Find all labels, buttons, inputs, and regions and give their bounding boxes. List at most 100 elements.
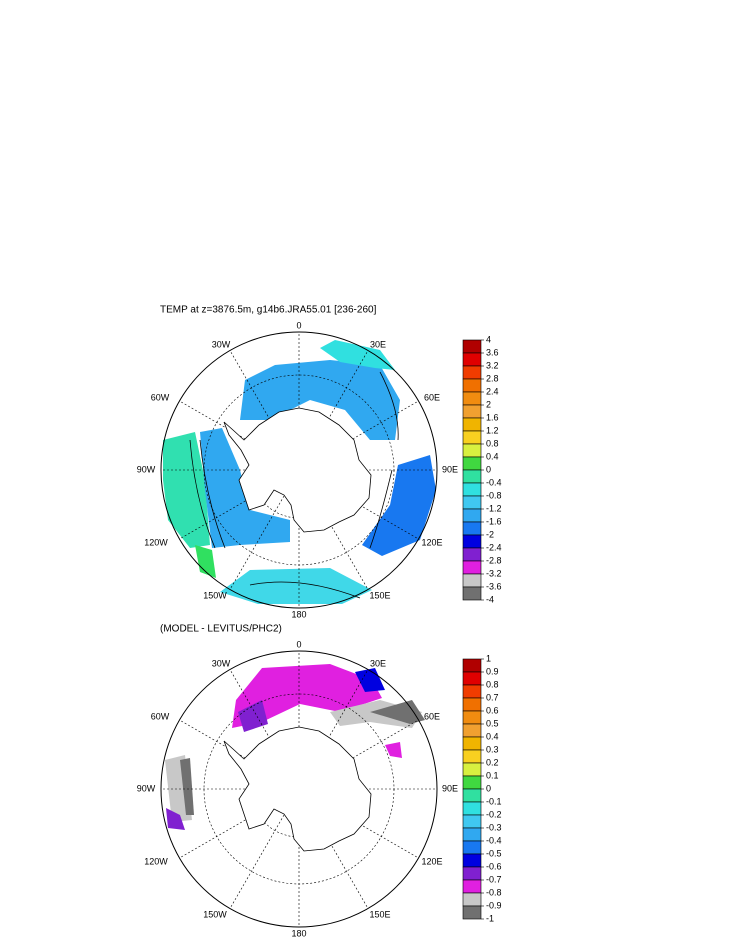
field [370, 700, 425, 724]
panel-title: (MODEL - LEVITUS/PHC2) [160, 624, 282, 635]
longitude-label: 120W [144, 856, 168, 866]
longitude-label: 150E [369, 590, 390, 600]
colorbar-label: -0.4 [486, 835, 502, 845]
colorbar-label: -2 [486, 529, 494, 539]
colorbar-box [462, 736, 482, 751]
colorbar-box [462, 658, 482, 673]
colorbar-box [462, 814, 482, 829]
colorbar-label: 3.6 [486, 347, 499, 357]
colorbar-label: -0.3 [486, 822, 502, 832]
colorbar-label: 0.7 [486, 692, 499, 702]
field [320, 340, 395, 370]
colorbar-label: 0.5 [486, 718, 499, 728]
colorbar-label: 0.6 [486, 705, 499, 715]
longitude-label: 90E [442, 464, 458, 474]
longitude-label: 90W [137, 783, 156, 793]
colorbar-box [462, 456, 482, 471]
colorbar-box [462, 495, 482, 510]
coastline [223, 726, 372, 852]
colorbar-box [462, 430, 482, 445]
map [160, 331, 438, 609]
field [220, 568, 372, 604]
field [240, 360, 400, 440]
longitude-label: 150W [203, 590, 227, 600]
longitude-label: 120E [421, 537, 442, 547]
colorbar-box [462, 391, 482, 406]
colorbar-box [462, 723, 482, 738]
colorbar-label: 0.4 [486, 731, 499, 741]
colorbar-box [462, 508, 482, 523]
panel: TEMP at z=3876.5m, g14b6.JRA55.01 [236-2… [137, 305, 502, 620]
colorbar-box [462, 671, 482, 686]
colorbar-box [462, 775, 482, 790]
longitude-label: 120W [144, 537, 168, 547]
colorbar-label: -1 [486, 913, 494, 923]
colorbar-box [462, 534, 482, 549]
field [238, 700, 268, 732]
colorbar-box [462, 801, 482, 816]
colorbar-box [462, 404, 482, 419]
colorbar-box [462, 547, 482, 562]
colorbar-box [462, 378, 482, 393]
colorbar-label: 0.1 [486, 770, 499, 780]
colorbar-box [462, 560, 482, 575]
longitude-label: 120E [421, 856, 442, 866]
colorbar-label: -0.7 [486, 874, 502, 884]
colorbar-box [462, 586, 482, 601]
map [160, 650, 438, 928]
field [232, 664, 382, 728]
colorbar-label: 2 [486, 399, 491, 409]
field [195, 545, 216, 578]
meridian [229, 485, 291, 590]
colorbar-box [462, 827, 482, 842]
colorbar-label: -2.4 [486, 542, 502, 552]
colorbar-label: 0.4 [486, 451, 499, 461]
longitude-label: 60W [151, 711, 170, 721]
colorbar-label: -1.2 [486, 503, 502, 513]
colorbar-label: 1 [486, 653, 491, 663]
longitude-label: 60E [424, 711, 440, 721]
field [362, 455, 436, 556]
colorbar-label: 0.3 [486, 744, 499, 754]
colorbar-label: 2.4 [486, 386, 499, 396]
colorbar-box [462, 521, 482, 536]
contour [189, 371, 399, 599]
longitude-label: 60W [151, 392, 170, 402]
field [180, 758, 194, 815]
longitude-label: 30W [212, 658, 231, 668]
colorbar-label: -0.8 [486, 887, 502, 897]
map-border [160, 650, 438, 928]
longitude-label: 180 [291, 609, 306, 619]
colorbar-label: -0.5 [486, 848, 502, 858]
colorbar-box [462, 573, 482, 588]
panel: (MODEL - LEVITUS/PHC2) 0 30E 60E 90E 120E 150… [137, 624, 502, 939]
colorbar-label: -0.4 [486, 477, 502, 487]
colorbar-label: -3.6 [486, 581, 502, 591]
colorbar-label: -0.6 [486, 861, 502, 871]
longitude-label: 0 [296, 639, 301, 649]
colorbar-label: 3.2 [486, 360, 499, 370]
colorbar-label: 1.2 [486, 425, 499, 435]
field [200, 428, 290, 548]
map-border [160, 331, 438, 609]
field [355, 668, 385, 692]
meridian [229, 804, 291, 909]
colorbar-box [462, 879, 482, 894]
colorbar-label: -0.8 [486, 490, 502, 500]
colorbar-box [462, 482, 482, 497]
colorbar-label: -0.1 [486, 796, 502, 806]
panel-title: TEMP at z=3876.5m, g14b6.JRA55.01 [236-2… [160, 305, 377, 316]
field [166, 808, 185, 830]
colorbar-box [462, 417, 482, 432]
field [385, 742, 402, 758]
colorbar-box [462, 905, 482, 920]
colorbar-box [462, 762, 482, 777]
colorbar-label: 0 [486, 464, 491, 474]
longitude-label: 90W [137, 464, 156, 474]
colorbar-box [462, 749, 482, 764]
longitude-label: 30E [370, 339, 386, 349]
colorbar-box [462, 710, 482, 725]
colorbar-label: 0.8 [486, 679, 499, 689]
longitude-label: 60E [424, 392, 440, 402]
